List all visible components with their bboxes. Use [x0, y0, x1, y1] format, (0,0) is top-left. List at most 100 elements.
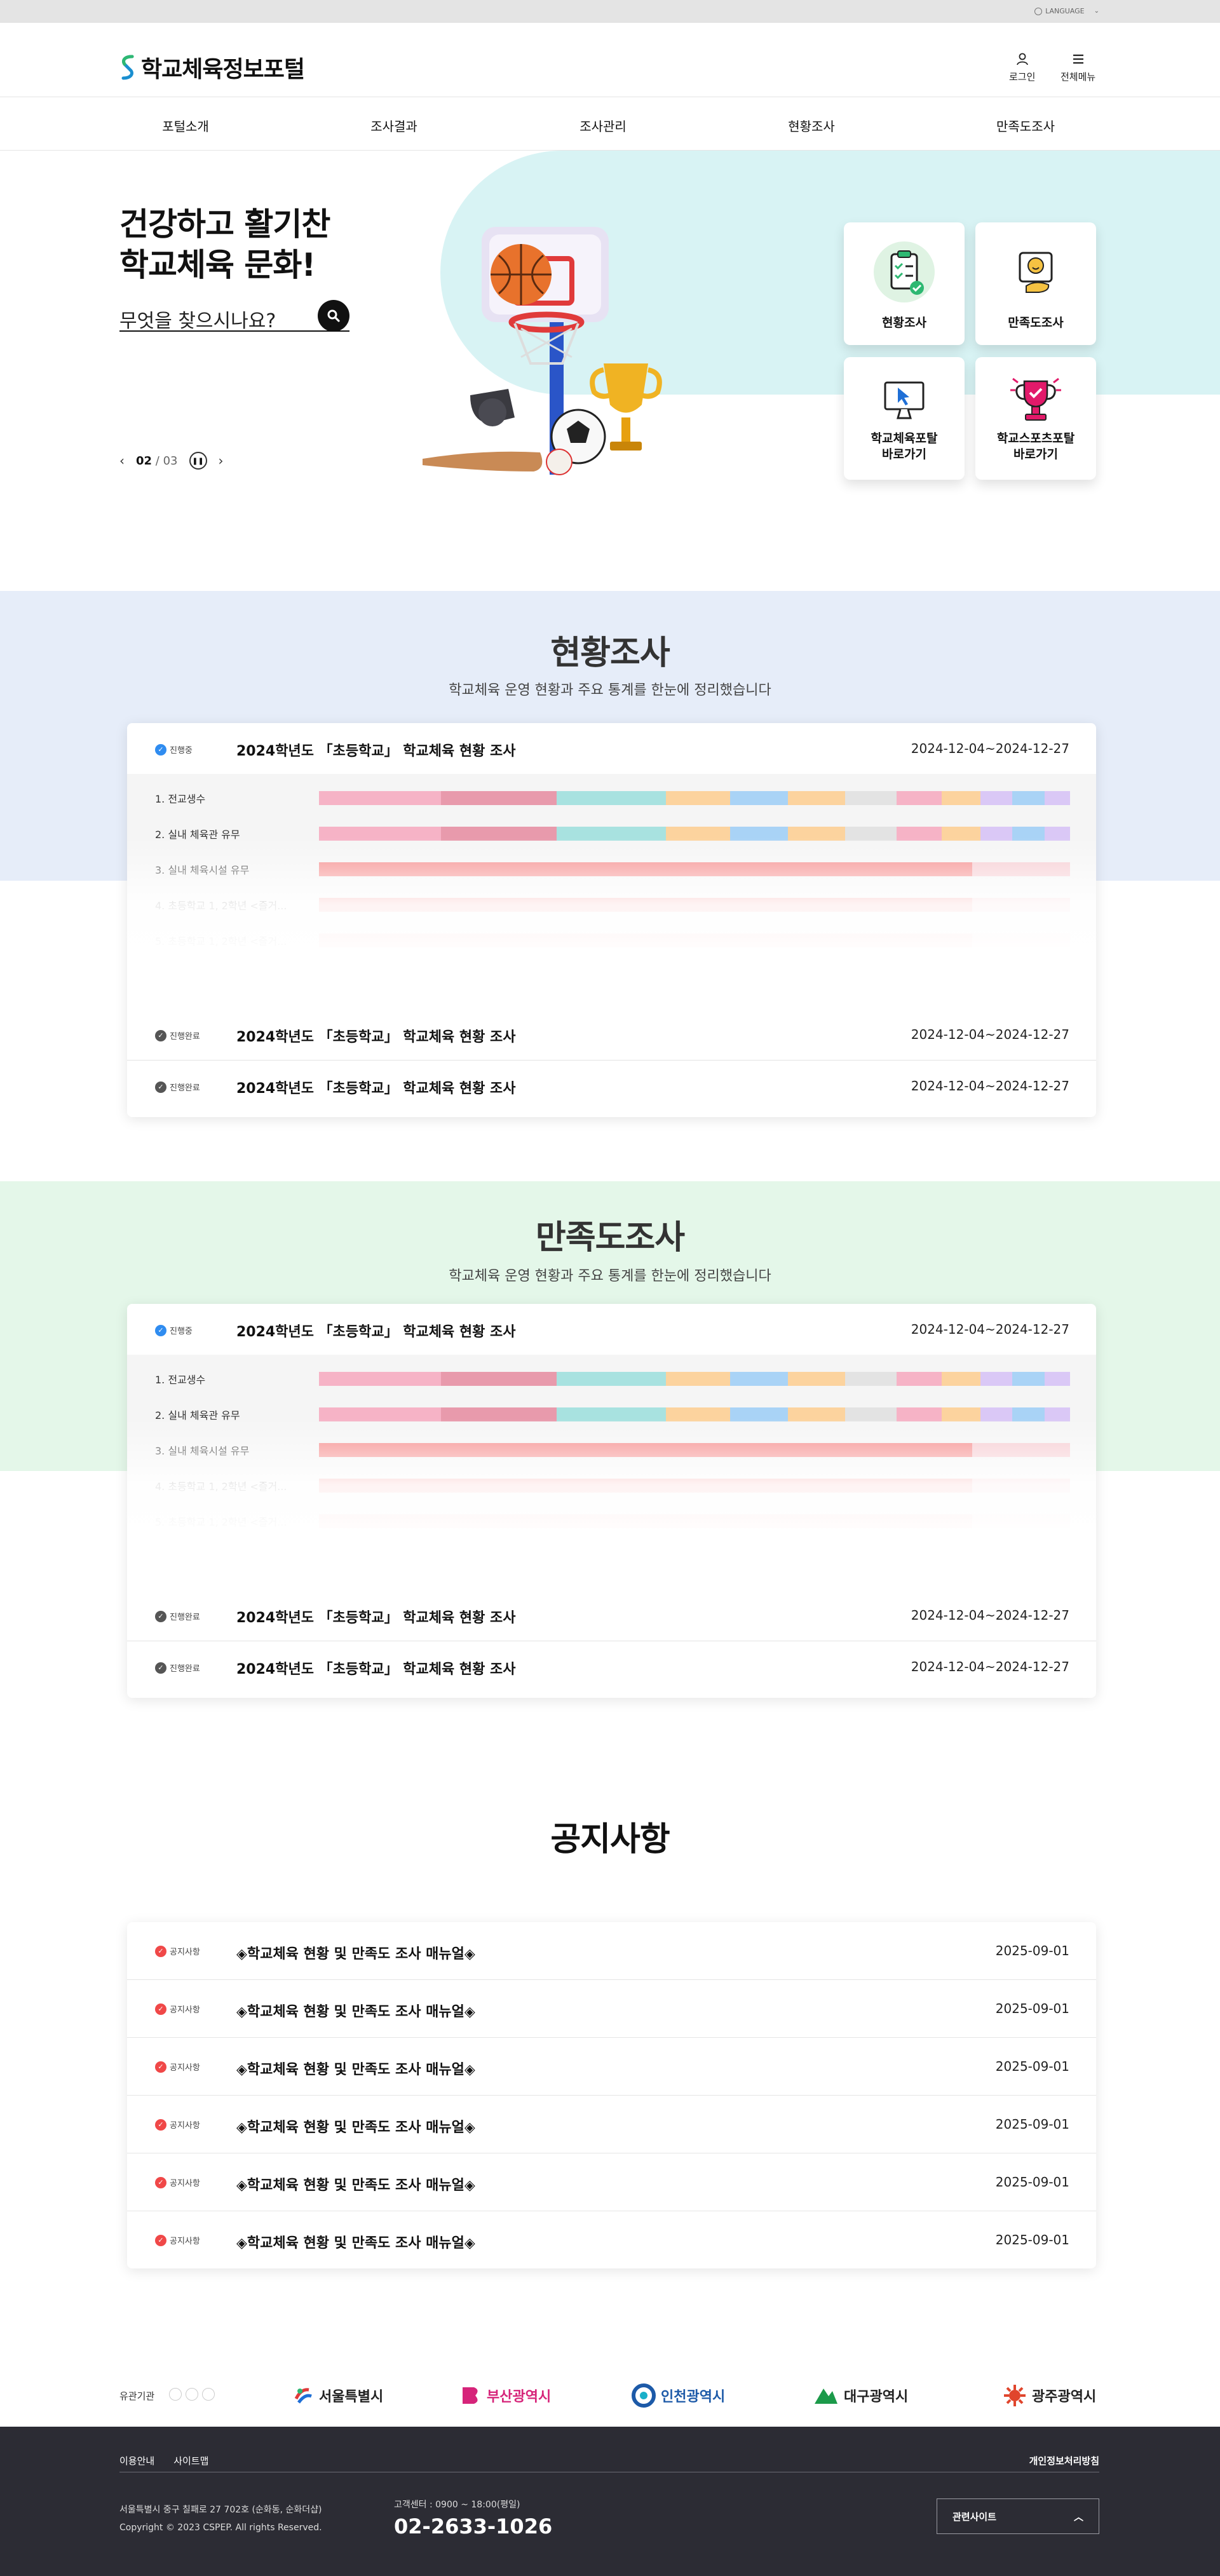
- org-name: 대구광역시: [844, 2389, 909, 2405]
- satisfaction-survey-card: ✓ 진행중 2024학년도 「초등학교」 학교체육 현황 조사 2024-12-0…: [127, 1304, 1096, 1698]
- notice-title[interactable]: ◈학교체육 현황 및 만족도 조사 매뉴얼◈: [236, 2062, 475, 2078]
- survey-row[interactable]: ✓ 진행중 2024학년도 「초등학교」 학교체육 현황 조사 2024-12-0…: [127, 723, 1096, 774]
- notice-badge: ✓ 공지사항: [155, 1945, 200, 1957]
- chevron-down-icon: ⌄: [1094, 8, 1099, 15]
- org-logo-gwangju[interactable]: 광주광역시: [1003, 2380, 1096, 2411]
- notice-row[interactable]: ✓ 공지사항 ◈학교체육 현황 및 만족도 조사 매뉴얼◈ 2025-09-01: [127, 1980, 1096, 2038]
- notice-date: 2025-09-01: [995, 2174, 1069, 2190]
- stats-fade-overlay: [127, 1418, 1096, 1539]
- notice-title[interactable]: ◈학교체육 현황 및 만족도 조사 매뉴얼◈: [236, 2178, 475, 2193]
- footer-link-privacy-policy[interactable]: 개인정보처리방침: [1029, 2455, 1099, 2467]
- survey-title[interactable]: 2024학년도 「초등학교」 학교체육 현황 조사: [236, 743, 516, 759]
- row-divider: [127, 1060, 1096, 1061]
- spacer: [127, 1539, 1096, 1590]
- notice-row[interactable]: ✓ 공지사항 ◈학교체육 현황 및 만족도 조사 매뉴얼◈ 2025-09-01: [127, 1922, 1096, 1980]
- footer-links: 이용안내 사이트맵: [119, 2454, 208, 2467]
- nav-item-portal-intro[interactable]: 포털소개: [162, 119, 209, 134]
- survey-title[interactable]: 2024학년도 「초등학교」 학교체육 현황 조사: [236, 1610, 516, 1626]
- notice-row[interactable]: ✓ 공지사항 ◈학교체육 현황 및 만족도 조사 매뉴얼◈ 2025-09-01: [127, 2211, 1096, 2268]
- satisfaction-survey-icon: [1019, 252, 1053, 293]
- login-button[interactable]: 로그인: [1009, 52, 1035, 83]
- survey-row[interactable]: ✓ 진행완료 2024학년도 「초등학교」 학교체육 현황 조사 2024-12-…: [127, 1061, 1096, 1111]
- busan-emblem-icon: [463, 2387, 478, 2404]
- slide-pause-button[interactable]: ❚❚: [189, 452, 207, 470]
- logo-mark-icon: [121, 55, 134, 80]
- notice-title[interactable]: ◈학교체육 현황 및 만족도 조사 매뉴얼◈: [236, 2004, 475, 2020]
- notice-list: ✓ 공지사항 ◈학교체육 현황 및 만족도 조사 매뉴얼◈ 2025-09-01 …: [127, 1922, 1096, 2268]
- org-logo-daegu[interactable]: 대구광역시: [813, 2380, 908, 2411]
- status-badge: ✓ 진행완료: [155, 1662, 200, 1674]
- affiliated-prev-button[interactable]: [169, 2388, 182, 2401]
- chevron-up-icon: ︿: [1073, 2511, 1083, 2523]
- footer-link-sitemap[interactable]: 사이트맵: [173, 2455, 209, 2467]
- notice-title[interactable]: ◈학교체육 현황 및 만족도 조사 매뉴얼◈: [236, 1946, 475, 1962]
- notice-date: 2025-09-01: [995, 2117, 1069, 2132]
- survey-row[interactable]: ✓ 진행완료 2024학년도 「초등학교」 학교체육 현황 조사 2024-12-…: [127, 1641, 1096, 1692]
- check-icon: ✓: [155, 2234, 166, 2246]
- site-logo[interactable]: 학교체육정보포털: [119, 51, 305, 84]
- slide-next-button[interactable]: ›: [218, 453, 224, 468]
- hero-search[interactable]: 무엇을 찾으시나요?: [119, 300, 349, 332]
- notice-title[interactable]: ◈학교체육 현황 및 만족도 조사 매뉴얼◈: [236, 2235, 475, 2251]
- org-logo-busan[interactable]: 부산광역시: [460, 2380, 551, 2411]
- search-input[interactable]: 무엇을 찾으시나요?: [119, 310, 276, 332]
- survey-title[interactable]: 2024학년도 「초등학교」 학교체육 현황 조사: [236, 1029, 516, 1045]
- status-badge: ✓ 진행중: [155, 743, 193, 756]
- quick-link-label-text: 학교스포츠포탈 바로가기: [996, 431, 1075, 461]
- nav-item-survey-results[interactable]: 조사결과: [370, 119, 417, 134]
- satisfaction-section-subtitle: 학교체육 운영 현황과 주요 통계를 한눈에 정리했습니다: [449, 1268, 771, 1284]
- notice-row[interactable]: ✓ 공지사항 ◈학교체육 현황 및 만족도 조사 매뉴얼◈ 2025-09-01: [127, 2153, 1096, 2211]
- quick-link-label: 학교스포츠포탈 바로가기: [975, 431, 1096, 463]
- survey-period: 2024-12-04~2024-12-27: [911, 1027, 1069, 1042]
- quick-link-label-text: 학교체육포탈 바로가기: [871, 431, 938, 461]
- slide-controls: ‹ 02 / 03 ❚❚ ›: [119, 452, 224, 470]
- org-logo-incheon[interactable]: 인천광역시: [632, 2380, 725, 2411]
- check-icon: ✓: [155, 2118, 166, 2131]
- footer-link-terms[interactable]: 이용안내: [119, 2455, 155, 2467]
- main-navigation: 포털소개 조사결과 조사관리 현황조사 만족도조사: [0, 97, 1220, 151]
- slide-prev-button[interactable]: ‹: [119, 453, 125, 468]
- status-survey-card: ✓ 진행중 2024학년도 「초등학교」 학교체육 현황 조사 2024-12-0…: [127, 723, 1096, 1117]
- slide-total: / 03: [155, 454, 178, 468]
- survey-row[interactable]: ✓ 진행완료 2024학년도 「초등학교」 학교체육 현황 조사 2024-12-…: [127, 1009, 1096, 1060]
- slide-counter: 02 / 03: [136, 454, 178, 468]
- status-badge-label: 진행중: [170, 1327, 193, 1336]
- all-menu-button[interactable]: 전체메뉴: [1061, 52, 1095, 83]
- quick-link-status-survey[interactable]: 현황조사: [844, 222, 965, 345]
- notice-title[interactable]: ◈학교체육 현황 및 만족도 조사 매뉴얼◈: [236, 2120, 475, 2136]
- slide-current: 02: [136, 454, 152, 468]
- org-logo-seoul[interactable]: 서울특별시: [292, 2380, 383, 2411]
- customer-service: 고객센터 : 0900 ~ 18:00(평일) 02-2633-1026: [394, 2498, 552, 2539]
- quick-link-satisfaction-survey[interactable]: 만족도조사: [975, 222, 1096, 345]
- quick-link-school-pe-portal[interactable]: 학교체육포탈 바로가기: [844, 357, 965, 480]
- footer-copyright: Copyright © 2023 CSPEP. All rights Reser…: [119, 2523, 322, 2533]
- search-button[interactable]: [318, 300, 349, 332]
- survey-title[interactable]: 2024학년도 「초등학교」 학교체육 현황 조사: [236, 1662, 516, 1678]
- hero-title-line2: 학교체육 문화!: [119, 247, 316, 283]
- footer-address-block: 서울특별시 중구 칠패로 27 702호 (순화동, 순화더샵) Copyrig…: [119, 2501, 322, 2537]
- org-name: 부산광역시: [487, 2389, 552, 2405]
- affiliated-pause-button[interactable]: [186, 2388, 198, 2401]
- org-name: 서울특별시: [319, 2389, 384, 2405]
- survey-row[interactable]: ✓ 진행완료 2024학년도 「초등학교」 학교체육 현황 조사 2024-12-…: [127, 1590, 1096, 1641]
- affiliated-next-button[interactable]: [202, 2388, 215, 2401]
- stat-bar: [319, 791, 1071, 805]
- affiliated-label: 유관기관: [119, 2390, 155, 2402]
- hamburger-icon: [1073, 54, 1083, 64]
- notice-row[interactable]: ✓ 공지사항 ◈학교체육 현황 및 만족도 조사 매뉴얼◈ 2025-09-01: [127, 2096, 1096, 2153]
- monitor-cursor-icon: [884, 381, 925, 419]
- notice-row[interactable]: ✓ 공지사항 ◈학교체육 현황 및 만족도 조사 매뉴얼◈ 2025-09-01: [127, 2038, 1096, 2096]
- survey-row[interactable]: ✓ 진행중 2024학년도 「초등학교」 학교체육 현황 조사 2024-12-0…: [127, 1304, 1096, 1355]
- nav-item-status-survey[interactable]: 현황조사: [788, 119, 835, 134]
- related-sites-select[interactable]: 관련사이트 ︿: [937, 2498, 1099, 2534]
- survey-title[interactable]: 2024학년도 「초등학교」 학교체육 현황 조사: [236, 1324, 516, 1340]
- nav-item-satisfaction-survey[interactable]: 만족도조사: [996, 119, 1055, 134]
- status-badge-label: 진행완료: [170, 1613, 200, 1622]
- notice-badge: ✓ 공지사항: [155, 2234, 200, 2246]
- quick-link-school-sports-portal[interactable]: 학교스포츠포탈 바로가기: [975, 357, 1096, 480]
- affiliated-controls: [169, 2388, 215, 2401]
- survey-title[interactable]: 2024학년도 「초등학교」 학교체육 현황 조사: [236, 1081, 516, 1097]
- language-selector[interactable]: LANGUAGE ⌄: [1034, 7, 1099, 15]
- survey-period: 2024-12-04~2024-12-27: [911, 1608, 1069, 1623]
- nav-item-survey-management[interactable]: 조사관리: [580, 119, 627, 134]
